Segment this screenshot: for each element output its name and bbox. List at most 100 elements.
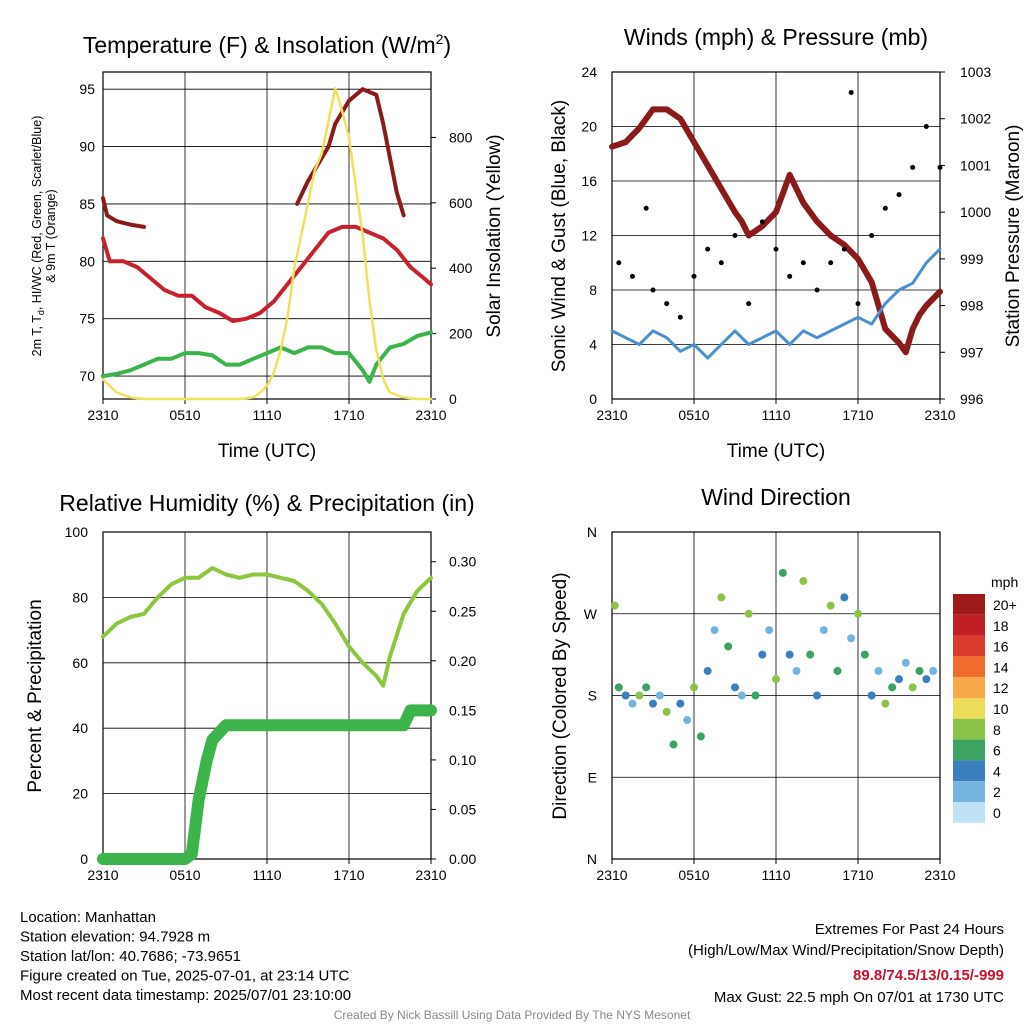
legend-swatch	[953, 698, 985, 719]
speed-legend: mph 20+ 18 16 14 12 10 8 6 4 2 0	[953, 574, 1018, 823]
wind-xtick-label: 1710	[842, 407, 873, 423]
dir-point	[696, 732, 705, 741]
dir-ytick-label: N	[587, 524, 597, 540]
wind-ytick-label: 8	[589, 282, 597, 298]
gust-point	[882, 205, 888, 211]
legend-swatch	[953, 781, 985, 802]
dir-point	[744, 609, 753, 618]
temp-series-0	[101, 224, 433, 323]
dir-point	[881, 699, 890, 708]
dir-point	[655, 691, 664, 700]
footer-meta-line: Most recent data timestamp: 2025/07/01 2…	[20, 987, 351, 1004]
legend-swatch	[953, 614, 985, 636]
legend-title: mph	[991, 574, 1018, 590]
wind-xtick-label: 0510	[678, 407, 709, 423]
footer-meta-line: Station elevation: 94.7928 m	[20, 929, 210, 946]
extremes-subtitle: (High/Low/Max Wind/Precipitation/Snow De…	[688, 942, 1004, 959]
insolation-ytick-label: 200	[449, 326, 473, 342]
pressure-ylabel: Station Pressure (Maroon)	[1003, 125, 1024, 348]
rh-chart-frame	[102, 531, 432, 860]
dir-point	[792, 666, 801, 675]
gust-point	[855, 301, 861, 307]
gust-point	[718, 260, 724, 266]
legend-label: 14	[993, 659, 1009, 675]
dir-point	[751, 691, 760, 700]
dir-point	[847, 634, 856, 643]
dir-point	[806, 650, 815, 659]
gust-point	[848, 89, 854, 95]
dir-point	[717, 593, 726, 602]
gust-point	[814, 287, 820, 293]
dir-point	[826, 601, 835, 610]
temp-xtick-label: 2310	[415, 407, 446, 423]
gust-point	[800, 260, 806, 266]
dir-point	[642, 683, 651, 692]
gust-point	[664, 301, 670, 307]
extremes-title: Extremes For Past 24 Hours	[815, 921, 1004, 938]
precip-ytick-label: 0.00	[449, 851, 476, 867]
pressure-ytick-label: 1003	[960, 64, 991, 80]
legend-swatch	[953, 594, 985, 615]
gust-point	[732, 233, 738, 238]
rh-xtick-label: 1110	[252, 867, 281, 883]
footer-meta-line: Station lat/lon: 40.7686; -73.9651	[20, 948, 241, 965]
dir-point	[669, 740, 678, 749]
rh-xtick-label: 1710	[333, 867, 364, 883]
temp-series-2	[295, 87, 406, 218]
extremes-values: 89.8/74.5/13/0.15/-999	[853, 967, 1004, 984]
rh-ylabel: Percent & Precipitation	[25, 599, 46, 792]
insolation-ytick-label: 600	[449, 195, 473, 211]
gust-point	[910, 164, 916, 170]
dir-point	[610, 601, 619, 610]
dir-point	[901, 658, 910, 667]
wind-ytick-label: 24	[581, 64, 597, 80]
dir-point	[813, 691, 821, 700]
max-gust: Max Gust: 22.5 mph On 07/01 at 1730 UTC	[714, 989, 1004, 1006]
precip-ytick-label: 0.15	[449, 702, 476, 718]
rh-ytick-label: 100	[65, 524, 89, 540]
temp-ylabel-left: 2m T, Td, HI/WC (Red, Green, Scarlet/Blu…	[30, 116, 46, 357]
footer-meta-line: Location: Manhattan	[20, 909, 156, 926]
wind-xtick-label: 1110	[761, 407, 790, 423]
dir-point	[922, 675, 931, 684]
dir-chart-frame	[611, 531, 941, 860]
gust-point	[643, 205, 649, 211]
dir-point	[635, 691, 644, 700]
dir-ytick-label: N	[587, 851, 597, 867]
footer-meta-line: Figure created on Tue, 2025-07-01, at 23…	[20, 968, 350, 985]
gust-point	[787, 273, 793, 279]
dir-point	[778, 568, 787, 577]
dir-xtick-label: 1110	[761, 867, 790, 883]
rh-xtick-label: 2310	[415, 867, 446, 883]
dir-xtick-label: 0510	[678, 867, 709, 883]
pressure-ytick-label: 1002	[960, 111, 991, 127]
wind-ytick-label: 4	[589, 337, 597, 353]
legend-label: 8	[993, 722, 1001, 738]
gust-point	[616, 260, 622, 266]
dir-point	[874, 666, 883, 675]
dir-point	[840, 593, 849, 602]
gust-point	[923, 124, 929, 129]
gust-point	[746, 301, 752, 307]
precip-ytick-label: 0.05	[449, 801, 476, 817]
legend-label: 16	[993, 639, 1009, 655]
temp-title: Temperature (F) & Insolation (W/m2)	[83, 31, 451, 58]
temp-series-1	[101, 196, 146, 229]
legend-swatch	[953, 760, 985, 782]
gust-point	[937, 164, 943, 170]
gust-point	[650, 287, 656, 293]
dir-point	[833, 666, 842, 675]
dir-point	[929, 666, 938, 675]
legend-label: 18	[993, 618, 1009, 634]
dir-point	[649, 699, 657, 708]
legend-label: 10	[993, 701, 1009, 717]
wind-ytick-label: 0	[589, 391, 597, 407]
rh-xtick-label: 2310	[87, 867, 118, 883]
legend-label: 6	[993, 743, 1001, 759]
temp-ytick-label: 70	[79, 368, 95, 384]
gust-point	[841, 246, 847, 252]
temp-xtick-label: 2310	[87, 407, 118, 423]
legend-swatch	[953, 802, 985, 823]
dir-point	[614, 683, 623, 692]
temp-series-3	[101, 330, 433, 384]
